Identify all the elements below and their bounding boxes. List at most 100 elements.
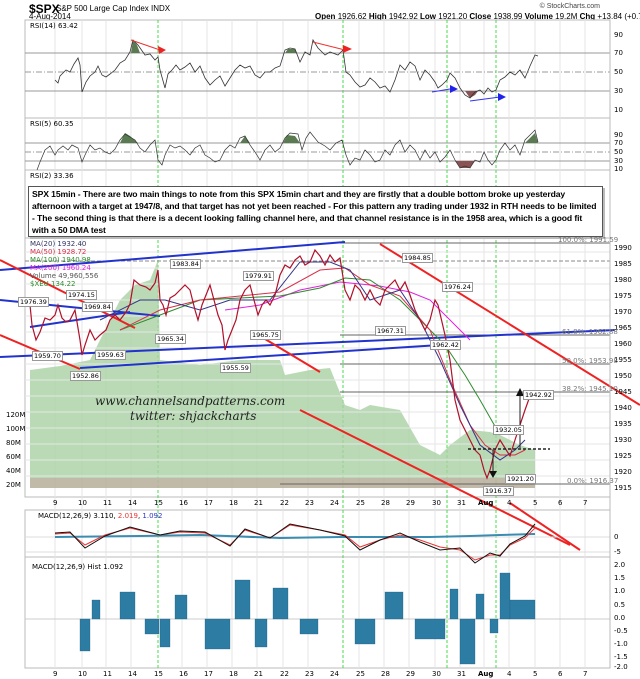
volume-tick: 40M	[6, 467, 21, 475]
price-tick: 1950	[614, 372, 632, 380]
price-tag: 1976.39	[18, 297, 49, 307]
price-tick: 1975	[614, 292, 632, 300]
macd-signal: 2.019	[117, 512, 138, 520]
x-tick: 10	[78, 670, 87, 678]
watermark-url: www.channelsandpatterns.com	[95, 394, 286, 408]
hist-tick: 2.0	[614, 561, 626, 569]
rsi5-tick: 90	[614, 131, 623, 139]
legend-ma200: MA(200) 1960.24	[30, 264, 91, 272]
volume-value: 19.2M	[555, 12, 578, 21]
x-tick: 31	[457, 499, 466, 507]
x-tick: 9	[53, 499, 58, 507]
hist-tick: -1.0	[614, 640, 628, 648]
price-tick: 1945	[614, 388, 632, 396]
price-tag: 1983.84	[170, 259, 201, 269]
x-tick: 7	[583, 670, 588, 678]
volume-tick: 100M	[6, 425, 26, 433]
legend-xeu: $XEU 134.22	[30, 280, 76, 288]
close-value: 1938.99	[493, 12, 523, 21]
rsi5-label: RSI(5) 60.35	[30, 120, 74, 128]
rsi14-tick: 50	[614, 68, 623, 76]
x-tick: 11	[103, 499, 112, 507]
fib-0: 0.0%: 1916.37	[567, 477, 619, 485]
fib-61-8: 61.8%: 1962.88	[562, 328, 618, 336]
rsi5-tick: 50	[614, 148, 623, 156]
legend-ma100: MA(100) 1940.98	[30, 256, 91, 264]
volume-tick: 80M	[6, 439, 21, 447]
price-tag: 1979.91	[243, 271, 274, 281]
chg-value: +13.84 (+0.72%) ▲	[597, 12, 640, 21]
hist-label: MACD(12,26,9) Hist 1.092	[32, 563, 124, 571]
price-tag: 1959.63	[95, 350, 126, 360]
open-value: 1926.62	[337, 12, 367, 21]
price-tick: 1980	[614, 276, 632, 284]
price-tag: 1916.37	[483, 486, 514, 496]
price-tag: 1932.05	[493, 425, 524, 435]
price-tag: 1974.15	[66, 290, 97, 300]
price-tag: 1965.34	[155, 334, 186, 344]
macd-tick: 0	[614, 533, 619, 541]
x-tick: 4	[507, 670, 512, 678]
x-tick: 9	[53, 670, 58, 678]
chg-label: Chg	[579, 12, 596, 21]
x-tick: 29	[406, 499, 415, 507]
hist-tick: 0.0	[614, 614, 626, 622]
x-tick: 11	[103, 670, 112, 678]
rsi5-tick: 10	[614, 165, 623, 173]
x-tick: 18	[229, 670, 238, 678]
x-tick: 22	[280, 499, 289, 507]
volume-tick: 120M	[6, 411, 26, 419]
price-tick: 1920	[614, 468, 632, 476]
hist-tick: 1.0	[614, 587, 626, 595]
x-tick: 10	[78, 499, 87, 507]
rsi2-label: RSI(2) 33.36	[30, 172, 74, 180]
vertical-grid	[54, 20, 586, 668]
x-tick: 30	[432, 499, 441, 507]
x-tick: 7	[583, 499, 588, 507]
high-value: 1942.92	[388, 12, 418, 21]
fib-38-2: 38.2%: 1945.10	[562, 385, 618, 393]
rsi14-tick: 90	[614, 31, 623, 39]
symbol: $SPX	[29, 2, 60, 16]
macd-label: MACD(12,26,9) 3.110, 2.019, 1.092	[38, 512, 163, 520]
hist-tick: -2.0	[614, 663, 628, 671]
price-tick: 1960	[614, 340, 632, 348]
price-tick: 1965	[614, 324, 632, 332]
price-tag: 1921.20	[505, 474, 536, 484]
x-tick: 25	[356, 670, 365, 678]
price-tag: 1955.59	[220, 363, 251, 373]
x-tick: 30	[432, 670, 441, 678]
x-tick: 25	[356, 499, 365, 507]
x-tick: Aug	[478, 670, 494, 678]
x-tick: 23	[305, 499, 314, 507]
fib-100: 100.0%: 1991.59	[558, 236, 619, 244]
x-tick: 14	[128, 499, 137, 507]
rsi5-panel	[25, 129, 610, 171]
x-tick: 21	[254, 670, 263, 678]
x-tick: 16	[179, 499, 188, 507]
chart-header: $SPX S&P 500 Large Cap Index INDX 4-Aug-…	[0, 0, 640, 21]
x-tick: Aug	[478, 499, 494, 507]
legend-ma20: MA(20) 1932.40	[30, 240, 87, 248]
volume-tick: 60M	[6, 453, 21, 461]
close-label: Close	[469, 12, 492, 21]
x-tick: 5	[533, 670, 538, 678]
x-tick: 4	[507, 499, 512, 507]
x-tick: 29	[406, 670, 415, 678]
macd-tick: -5	[614, 548, 621, 556]
price-tick: 1915	[614, 484, 632, 492]
legend-volume: Volume 49,960,556	[30, 272, 99, 280]
macd-hist-value: 1.092	[142, 512, 163, 520]
rsi14-panel	[25, 38, 610, 102]
price-tag: 1962.42	[430, 340, 461, 350]
x-tick: 15	[154, 499, 163, 507]
volume-tick: 20M	[6, 481, 21, 489]
xeu-area	[30, 260, 535, 488]
legend-ma50: MA(50) 1928.72	[30, 248, 87, 256]
rsi5-tick: 30	[614, 157, 623, 165]
x-tick: 16	[179, 670, 188, 678]
x-tick: 28	[381, 670, 390, 678]
price-tag: 1942.92	[523, 390, 554, 400]
price-tick: 1985	[614, 260, 632, 268]
